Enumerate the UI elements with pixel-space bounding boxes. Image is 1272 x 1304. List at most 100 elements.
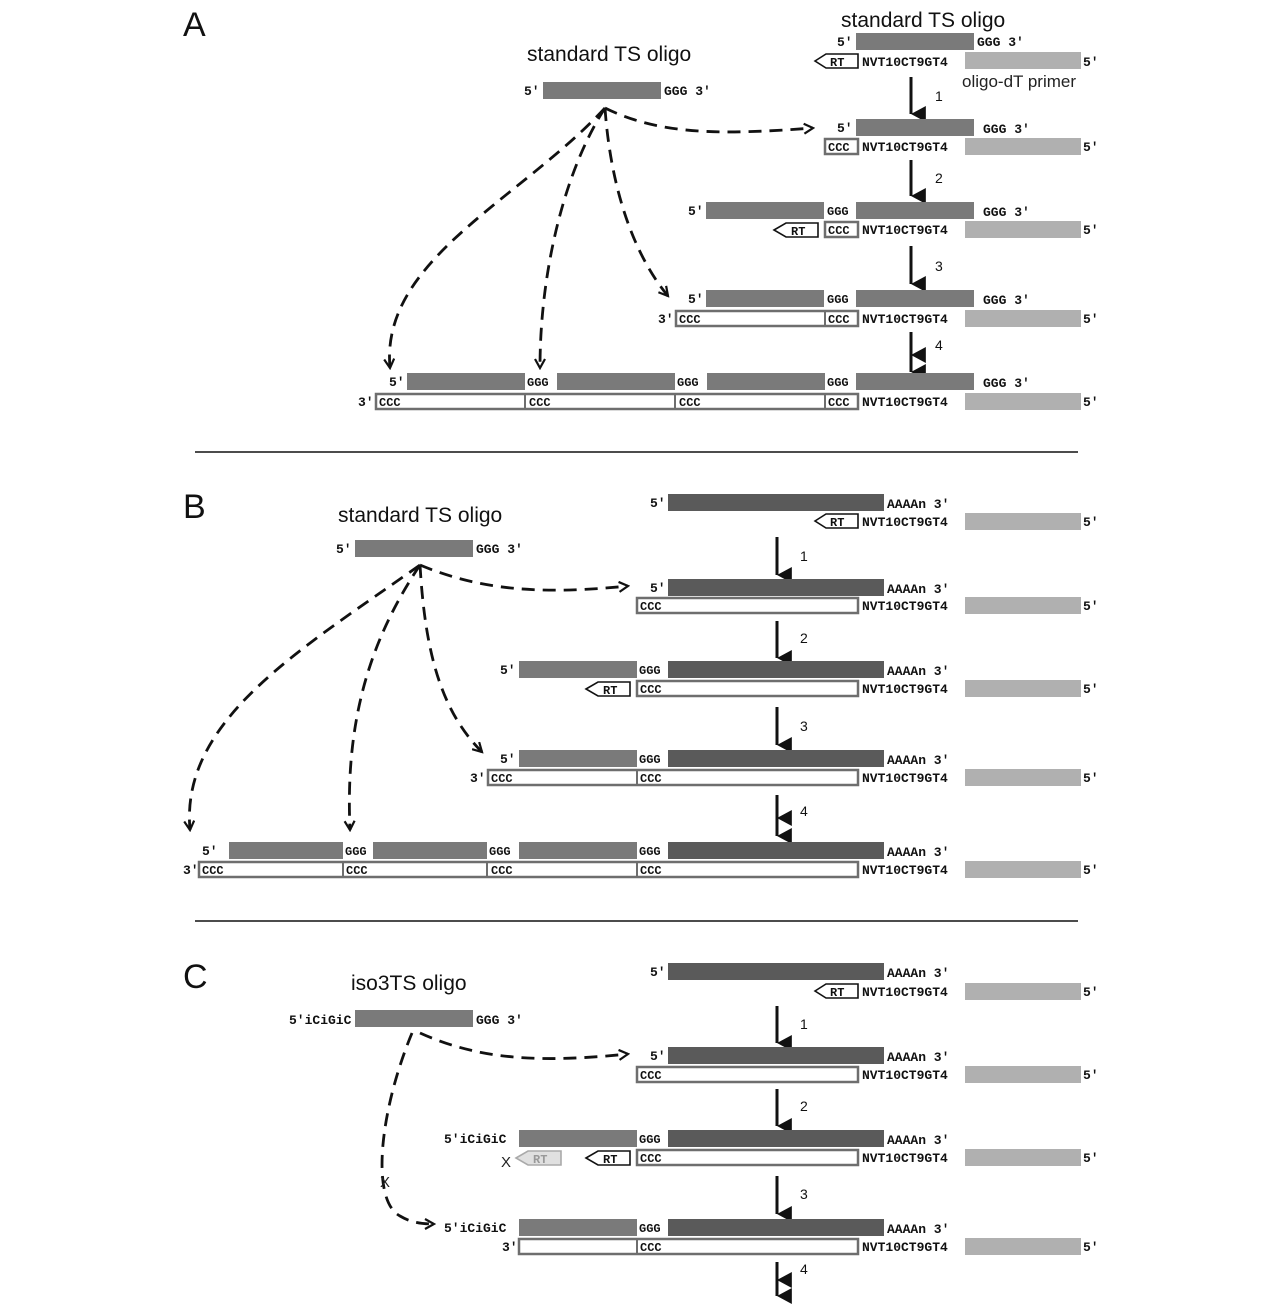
ts-oligo-bar: [856, 202, 974, 219]
ccc-label: CCC: [640, 864, 662, 878]
ggg-label: GGG: [489, 845, 511, 859]
ts-oligo-bar: [557, 373, 675, 390]
ggg-label: GGG: [639, 1133, 661, 1147]
primer-sequence: NVT10CT9GT4: [862, 771, 948, 786]
oligo-dt-primer-bar: [965, 769, 1081, 786]
ts-oligo-bar: [519, 661, 637, 678]
three-prime-label: 3′: [358, 395, 374, 410]
panel-b: B standard TS oligo 5′ GGG 3′ 5′ AAAAn 3…: [183, 488, 1099, 879]
oligo-dt-primer-bar: [965, 1238, 1081, 1255]
svg-text:RT: RT: [830, 516, 844, 530]
panel-a: A standard TS oligo 5′ GGG 3′ standard T…: [183, 6, 1099, 411]
three-prime-label: 3′: [183, 863, 199, 878]
ggg-label: GGG: [677, 376, 699, 390]
primer-sequence: NVT10CT9GT4: [862, 140, 948, 155]
polya-label: AAAAn 3′: [887, 845, 949, 860]
five-prime-label: 5′: [524, 84, 540, 99]
ccc-label: CCC: [640, 772, 662, 786]
cdna-strand: [674, 309, 860, 328]
ggg-label: GGG: [639, 845, 661, 859]
primer-sequence: NVT10CT9GT4: [862, 395, 948, 410]
panel-c-label: C: [183, 958, 208, 996]
ggg-3-label: GGG 3′: [977, 35, 1024, 50]
oligo-dt-primer-bar: [965, 393, 1081, 410]
mrna-bar: [668, 494, 884, 511]
oligo-dt-primer-bar: [965, 1066, 1081, 1083]
panel-b-label: B: [183, 488, 206, 526]
panel-a-standard-ts-oligo-title-2: standard TS oligo: [841, 9, 1005, 32]
five-prime-label: 5′: [650, 581, 666, 596]
oligo-dt-primer-label: oligo-dT primer: [962, 72, 1076, 91]
primer-sequence: NVT10CT9GT4: [862, 1151, 948, 1166]
five-prime-label: 5′: [1083, 395, 1099, 410]
primer-sequence: NVT10CT9GT4: [862, 55, 948, 70]
polya-label: AAAAn 3′: [887, 1133, 949, 1148]
ccc-label: CCC: [828, 313, 850, 327]
primer-sequence: NVT10CT9GT4: [862, 1240, 948, 1255]
five-prime-label: 5′: [688, 292, 704, 307]
cdna-ccc-box: [823, 137, 860, 156]
ts-oligo-bar: [519, 750, 637, 767]
ccc-label: CCC: [828, 141, 850, 155]
svg-text:RT: RT: [533, 1153, 547, 1167]
polya-label: AAAAn 3′: [887, 753, 949, 768]
ccc-label: CCC: [640, 1241, 662, 1255]
cdna-strand: [635, 596, 860, 615]
ccc-label: CCC: [640, 683, 662, 697]
ggg-label: GGG: [639, 664, 661, 678]
ccc-label: CCC: [640, 600, 662, 614]
ts-oligo-bar: [519, 1219, 637, 1236]
iso-prefix-label: 5′iCiGiC: [444, 1132, 507, 1147]
primer-sequence: NVT10CT9GT4: [862, 1068, 948, 1083]
rt-enzyme: RT: [813, 53, 859, 70]
three-prime-label: 3′: [502, 1240, 518, 1255]
mrna-bar: [668, 842, 884, 859]
step-label: 1: [800, 1016, 808, 1032]
ts-oligo-bar: [856, 373, 974, 390]
five-prime-label: 5′: [1083, 682, 1099, 697]
five-prime-label: 5′: [202, 844, 218, 859]
five-prime-label: 5′: [650, 496, 666, 511]
ts-oligo-bar: [856, 33, 974, 50]
ccc-label: CCC: [491, 864, 513, 878]
oligo-dt-primer-bar: [965, 1149, 1081, 1166]
five-prime-label: 5′: [1083, 863, 1099, 878]
primer-sequence: NVT10CT9GT4: [862, 863, 948, 878]
five-prime-label: 5′: [1083, 1240, 1099, 1255]
iso-prefix-label: 5′iCiGiC: [444, 1221, 507, 1236]
svg-text:RT: RT: [791, 225, 805, 239]
iso-prefix-label: 5′iCiGiC: [289, 1013, 352, 1028]
ccc-label: CCC: [640, 1152, 662, 1166]
ts-oligo-bar: [856, 119, 974, 136]
ggg-label: GGG: [827, 205, 849, 219]
cdna-strand: [197, 860, 860, 879]
five-prime-label: 5′: [837, 35, 853, 50]
polya-label: AAAAn 3′: [887, 966, 949, 981]
ggg-3-label: GGG 3′: [983, 293, 1030, 308]
cdna-strand: [486, 768, 860, 787]
polya-label: AAAAn 3′: [887, 1222, 949, 1237]
primer-sequence: NVT10CT9GT4: [862, 985, 948, 1000]
ts-oligo-bar: [519, 1130, 637, 1147]
rt-enzyme: RT: [772, 222, 819, 239]
ggg-label: GGG: [527, 376, 549, 390]
five-prime-label: 5′: [1083, 140, 1099, 155]
cdna-ccc-box: [823, 220, 860, 239]
oligo-dt-primer-bar: [965, 221, 1081, 238]
five-prime-label: 5′: [336, 542, 352, 557]
five-prime-label: 5′: [389, 375, 405, 390]
ccc-label: CCC: [379, 396, 401, 410]
step-label: 3: [800, 718, 808, 734]
step-label: 3: [800, 1186, 808, 1202]
ts-oligo-bar: [519, 842, 637, 859]
five-prime-label: 5′: [1083, 985, 1099, 1000]
ts-oligo-bar: [355, 1010, 473, 1027]
primer-sequence: NVT10CT9GT4: [862, 223, 948, 238]
polya-label: AAAAn 3′: [887, 664, 949, 679]
dashed-arrows: [389, 106, 813, 368]
svg-text:RT: RT: [603, 684, 617, 698]
step-label: 4: [935, 337, 943, 353]
ggg-3-label: GGG 3′: [983, 122, 1030, 137]
ggg-label: GGG: [639, 753, 661, 767]
